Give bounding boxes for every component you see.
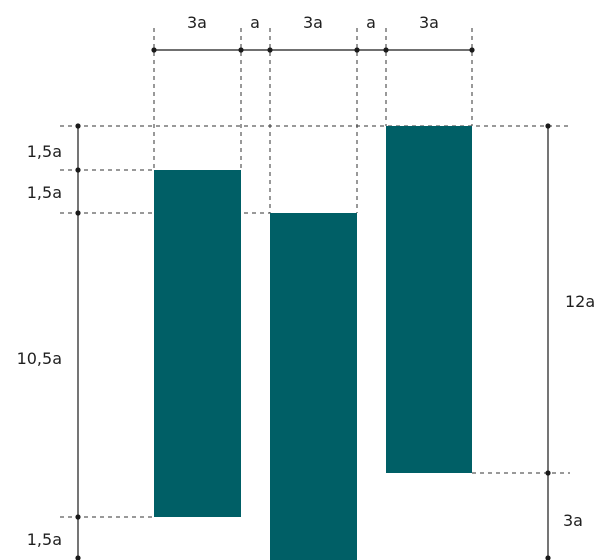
bar-a xyxy=(154,170,241,517)
bar-b xyxy=(270,213,357,560)
width-dimension-ticks xyxy=(151,47,475,53)
width-label-gap-1: a xyxy=(250,13,260,32)
bar-c xyxy=(386,126,472,473)
height-label-middle: 10,5a xyxy=(17,349,62,368)
height-label-top-1: 1,5a xyxy=(27,142,62,161)
left-height-dimension-ticks xyxy=(75,123,81,560)
width-label-gap-2: a xyxy=(366,13,376,32)
width-label-bar-c: 3a xyxy=(419,13,439,32)
height-label-bottom: 1,5a xyxy=(27,530,62,549)
height-label-upper: 12a xyxy=(565,292,595,311)
right-height-dimension-ticks xyxy=(545,123,551,560)
height-label-top-2: 1,5a xyxy=(27,183,62,202)
width-label-bar-b: 3a xyxy=(303,13,323,32)
height-label-lower: 3a xyxy=(563,511,583,530)
width-label-bar-a: 3a xyxy=(187,13,207,32)
